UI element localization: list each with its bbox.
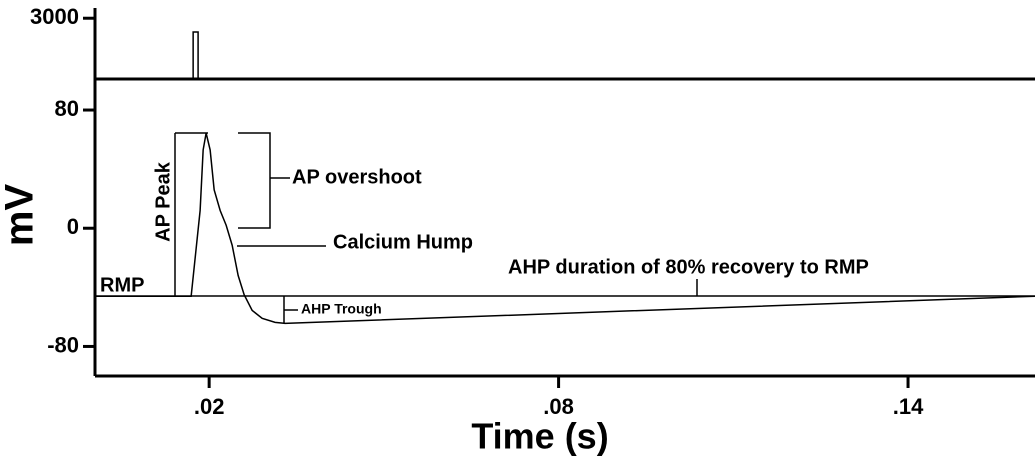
y-tick-label: 3000 bbox=[30, 4, 79, 29]
annotation: RMP bbox=[100, 274, 144, 296]
y-tick-label: -80 bbox=[47, 332, 79, 357]
annotation: Calcium Hump bbox=[333, 231, 473, 253]
x-axis-label: Time (s) bbox=[471, 416, 608, 457]
annotation: AHP Trough bbox=[301, 301, 382, 317]
y-axis-label: mV bbox=[0, 184, 42, 247]
x-tick-label: .08 bbox=[543, 394, 574, 419]
y-tick-label: 0 bbox=[67, 214, 79, 239]
annotation: AHP duration of 80% recovery to RMP bbox=[508, 256, 869, 278]
y-tick-label: 80 bbox=[55, 96, 79, 121]
annotation: AP overshoot bbox=[292, 166, 422, 188]
trace bbox=[95, 132, 1035, 325]
trace bbox=[95, 31, 1035, 80]
x-tick-label: .14 bbox=[893, 394, 924, 419]
overshoot-bracket bbox=[238, 132, 290, 229]
annotation-guides bbox=[95, 132, 1035, 323]
annotation: AP Peak bbox=[152, 161, 174, 242]
x-tick-label: .02 bbox=[194, 394, 225, 419]
